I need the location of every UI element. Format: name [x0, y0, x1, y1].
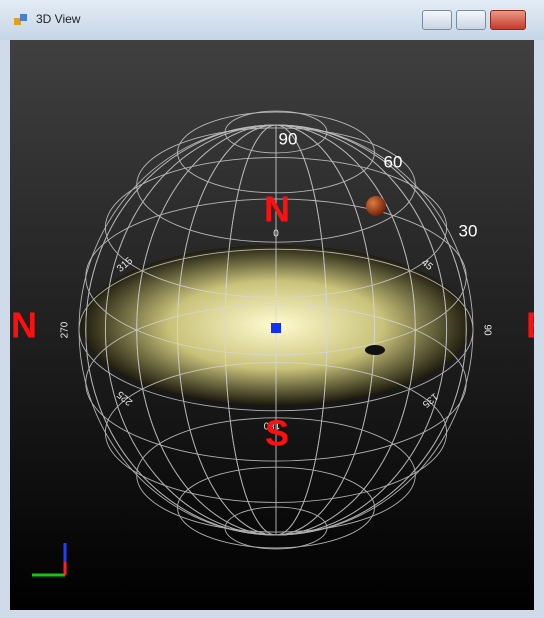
azimuth-label: 0	[273, 229, 279, 240]
close-button[interactable]	[490, 10, 526, 30]
3d-view: 90 60 30 0 45 90 135 180 225 270 315 N S…	[10, 40, 534, 610]
app-icon	[14, 14, 28, 26]
elevation-label: 60	[384, 152, 403, 171]
compass-left: N	[11, 305, 37, 346]
shadow-marker	[365, 345, 385, 355]
elevation-label: 30	[459, 221, 478, 240]
receiver-marker	[271, 323, 281, 333]
compass-right: E	[526, 305, 534, 346]
azimuth-label: 90	[481, 324, 492, 336]
satellite	[366, 196, 386, 216]
maximize-button[interactable]	[456, 10, 486, 30]
compass-north: N	[264, 189, 290, 230]
window-title: 3D View	[36, 12, 80, 26]
elevation-label: 90	[279, 129, 298, 148]
window: 3D View 90 60 30 0 45 90 135 180 225 270	[0, 0, 544, 618]
minimize-button[interactable]	[422, 10, 452, 30]
compass-south: S	[265, 413, 289, 454]
azimuth-label: 270	[60, 321, 71, 338]
title-bar: 3D View	[0, 0, 544, 40]
